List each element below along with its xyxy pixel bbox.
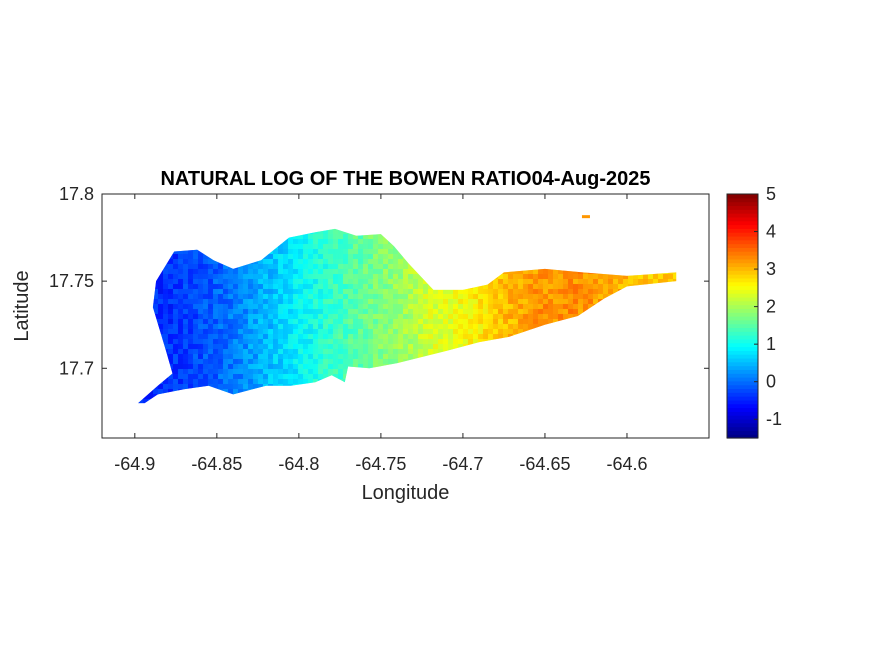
- colorbar-tick-label: -1: [766, 409, 782, 429]
- colorbar-band: [727, 418, 758, 424]
- colorbar-tick-label: 1: [766, 334, 776, 354]
- colorbar-band: [727, 239, 758, 245]
- colorbar-band: [727, 277, 758, 283]
- colorbar-tick-label: 0: [766, 372, 776, 392]
- colorbar-band: [727, 296, 758, 302]
- colorbar-band: [727, 228, 758, 233]
- axes-box: [101, 193, 710, 439]
- colorbar-tick-label: 3: [766, 259, 776, 279]
- colorbar-band: [727, 380, 758, 386]
- plot-area: -64.9 -64.85 -64.8 -64.75 -64.7 -64.65 -64.6 1…: [49, 184, 710, 474]
- colorbar-band: [727, 430, 758, 435]
- colorbar-band: [727, 300, 758, 306]
- colorbar-band: [727, 396, 758, 401]
- colorbar-band: [727, 197, 758, 203]
- x-tick-label: -64.8: [278, 454, 319, 474]
- colorbar-band: [727, 209, 758, 214]
- colorbar-band: [727, 235, 758, 241]
- colorbar-band: [727, 331, 758, 336]
- colorbar-tick-label: 2: [766, 297, 776, 317]
- colorbar-band: [727, 399, 758, 405]
- colorbar-band: [727, 293, 758, 298]
- chart-title: NATURAL LOG OF THE BOWEN RATIO04-Aug-202…: [160, 168, 650, 190]
- colorbar-band: [727, 392, 758, 397]
- colorbar-band: [727, 350, 758, 355]
- colorbar-band: [727, 224, 758, 229]
- island-texture: [138, 228, 677, 404]
- colorbar-band: [727, 357, 758, 363]
- colorbar-band: [727, 323, 758, 329]
- colorbar-band: [727, 384, 758, 390]
- colorbar-band: [727, 205, 758, 210]
- colorbar-band: [727, 411, 758, 416]
- colorbar-band: [727, 262, 758, 268]
- colorbar-band: [727, 312, 758, 317]
- colorbar-band: [727, 281, 758, 287]
- colorbar-band: [727, 258, 758, 264]
- colorbar-band: [727, 354, 758, 359]
- y-axis: 17.7 17.75 17.8: [49, 184, 709, 378]
- x-tick-label: -64.7: [442, 454, 483, 474]
- colorbar-band: [727, 422, 758, 428]
- x-axis-label: Longitude: [362, 482, 450, 504]
- colorbar-band: [727, 434, 758, 439]
- colorbar: -1 0 1 2 3 4 5: [726, 184, 782, 439]
- colorbar-band: [727, 194, 758, 199]
- colorbar-band: [727, 365, 758, 370]
- colorbar-band: [727, 316, 758, 321]
- colorbar-band: [727, 274, 758, 279]
- x-tick-label: -64.6: [606, 454, 647, 474]
- colorbar-gradient: [727, 194, 758, 439]
- colorbar-band: [727, 201, 758, 207]
- colorbar-band: [727, 335, 758, 340]
- x-tick-label: -64.65: [519, 454, 570, 474]
- colorbar-band: [727, 388, 758, 393]
- colorbar-band: [727, 377, 758, 382]
- colorbar-tick-label: 5: [766, 184, 776, 204]
- colorbar-band: [727, 251, 758, 256]
- y-axis-label: Latitude: [11, 270, 33, 341]
- colorbar-band: [727, 304, 758, 309]
- colorbar-band: [727, 342, 758, 348]
- colorbar-band: [727, 369, 758, 374]
- colorbar-band: [727, 266, 758, 271]
- colorbar-band: [727, 403, 758, 409]
- colorbar-band: [727, 285, 758, 290]
- colorbar-band: [727, 216, 758, 222]
- colorbar-band: [727, 213, 758, 218]
- colorbar-ticks: -1 0 1 2 3 4 5: [754, 184, 782, 429]
- x-tick-label: -64.75: [355, 454, 406, 474]
- colorbar-band: [727, 243, 758, 248]
- y-tick-label: 17.7: [59, 358, 94, 378]
- colorbar-box: [726, 193, 759, 439]
- x-axis: -64.9 -64.85 -64.8 -64.75 -64.7 -64.65 -64.6: [114, 194, 647, 474]
- bowen-ratio-map: [138, 215, 677, 404]
- colorbar-band: [727, 247, 758, 252]
- y-tick-label: 17.75: [49, 271, 94, 291]
- colorbar-band: [727, 308, 758, 313]
- colorbar-band: [727, 220, 758, 226]
- y-tick-label: 17.8: [59, 184, 94, 204]
- colorbar-band: [727, 327, 758, 332]
- islet-0: [581, 215, 590, 219]
- colorbar-band: [727, 255, 758, 260]
- colorbar-band: [727, 346, 758, 351]
- colorbar-band: [727, 319, 758, 325]
- colorbar-band: [727, 338, 758, 344]
- x-tick-label: -64.85: [191, 454, 242, 474]
- colorbar-band: [727, 270, 758, 275]
- colorbar-band: [727, 232, 758, 237]
- colorbar-band: [727, 373, 758, 378]
- colorbar-band: [727, 361, 758, 367]
- colorbar-band: [727, 407, 758, 412]
- colorbar-tick-label: 4: [766, 222, 776, 242]
- colorbar-band: [727, 415, 758, 420]
- colorbar-band: [727, 289, 758, 294]
- colorbar-band: [727, 426, 758, 431]
- x-tick-label: -64.9: [114, 454, 155, 474]
